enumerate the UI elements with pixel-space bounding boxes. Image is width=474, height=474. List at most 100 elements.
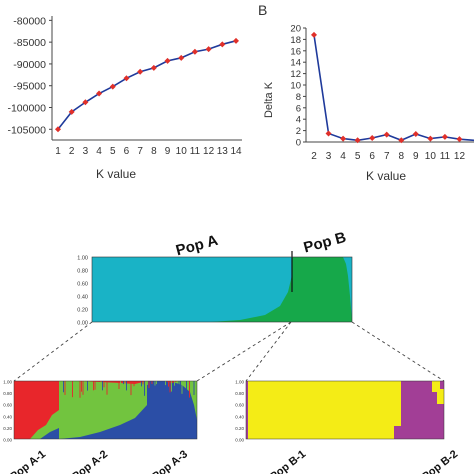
chart-a-data-point <box>191 48 198 55</box>
pop-b-teal-edge <box>343 257 352 320</box>
admixture-strip <box>84 381 85 386</box>
pop-b1-yellow-block <box>246 381 401 439</box>
main-plot-frame <box>91 256 353 323</box>
pop-a3-green-top <box>147 381 197 420</box>
sub-b-frame <box>245 380 445 440</box>
chart-b-data-point <box>369 135 376 142</box>
admixture-strip <box>130 381 132 396</box>
panel-b-label: B <box>258 2 267 18</box>
chart-b-x-tick-label: 12 <box>454 151 466 162</box>
chart-a-x-tick-label: 13 <box>217 146 229 157</box>
chart-a-data-point <box>109 83 116 90</box>
admixture-strip <box>133 381 135 387</box>
pop-a3-label: Pop A-3 <box>150 448 190 474</box>
chart-b-x-tick-label: 7 <box>384 151 390 162</box>
admixture-strip <box>156 381 157 385</box>
main-plot-tick-label: 0.80 <box>77 269 88 275</box>
main-plot-tick-label: 0.00 <box>77 321 88 327</box>
chart-a-data-point <box>219 41 226 48</box>
admixture-strip <box>159 381 160 389</box>
admixture-strip <box>61 381 63 392</box>
chart-b-x-tick-label: 10 <box>425 151 437 162</box>
chart-b-data-point <box>398 137 405 144</box>
chart-a-y-tick-label: -95000 <box>13 81 46 93</box>
chart-b-y-tick-label: 18 <box>290 35 301 46</box>
chart-b-series <box>311 31 474 144</box>
connector-mid-right <box>245 321 292 382</box>
chart-a-y-tick-label: -90000 <box>13 59 46 71</box>
chart-b-y-tick-label: 20 <box>290 24 301 35</box>
pop-b2-label: Pop B-2 <box>420 448 460 474</box>
chart-a-x-tick-label: 12 <box>203 146 215 157</box>
pop-a1-label: Pop A-1 <box>8 448 48 474</box>
chart-b-data-point <box>427 135 434 142</box>
structure-plot-pop-b: 1.00 0.80 0.60 0.40 0.20 0.00 Pop B-1 Pop B-2 <box>235 380 460 474</box>
chart-a-data-point <box>178 54 185 61</box>
admixture-strip <box>141 381 142 387</box>
admixture-strip <box>103 381 105 388</box>
main-plot-tick-label: 1.00 <box>77 256 88 262</box>
admixture-strip <box>63 381 64 393</box>
admixture-strip <box>64 381 66 395</box>
pop-a-admixture-strips <box>60 381 196 398</box>
admixture-strip <box>70 381 72 391</box>
chart-a-axes: -80000 -85000 -90000 -95000 -100000 -105000 1 2… <box>7 15 242 157</box>
chart-a-y-tick-label: -100000 <box>7 103 46 115</box>
chart-a-x-tick-label: 1 <box>55 146 61 157</box>
pop-b1-purple-sliver <box>246 381 248 439</box>
sub-a-tick-label: 0.00 <box>3 438 12 443</box>
chart-a-x-tick-label: 11 <box>190 146 201 157</box>
structure-plot-pop-a: 1.00 0.80 0.60 0.40 0.20 0.00 Pop A-1 Pop A-2… <box>3 380 198 474</box>
chart-b-y-tick-label: 10 <box>290 81 301 92</box>
chart-b-y-tick-label: 0 <box>296 138 301 149</box>
chart-a-data-point <box>123 75 130 82</box>
admixture-strip <box>93 381 94 391</box>
structure-plot-k2: 1.00 0.80 0.60 0.40 0.20 0.00 Pop A Pop B <box>77 229 353 327</box>
chart-b-x-tick-label: 8 <box>398 151 404 162</box>
chart-b-y-tick-label: 2 <box>296 126 301 137</box>
chart-a-y-tick-label: -85000 <box>13 37 46 49</box>
chart-a-data-point <box>205 46 212 53</box>
sub-a-tick-label: 0.80 <box>3 391 12 396</box>
main-plot-tick-label: 0.40 <box>77 295 88 301</box>
chart-b-y-tick-label: 4 <box>296 115 301 126</box>
pop-b-green-block <box>292 257 352 322</box>
connector-right <box>351 321 445 382</box>
admixture-strip <box>106 381 108 395</box>
chart-b-x-tick-label: 4 <box>340 151 346 162</box>
admixture-strip <box>195 381 196 397</box>
admixture-strip <box>76 381 78 392</box>
chart-a-x-tick-label: 4 <box>96 146 102 157</box>
admixture-strip <box>126 381 127 391</box>
admixture-strip <box>168 381 169 387</box>
admixture-strip <box>178 381 180 394</box>
admixture-strip <box>82 381 84 395</box>
sub-b-tick-label: 0.00 <box>235 438 244 443</box>
chart-b-x-tick-label: 3 <box>326 151 332 162</box>
admixture-strip <box>79 381 81 398</box>
chart-b-x-tick-label: 2 <box>311 151 317 162</box>
admixture-strip <box>100 381 102 391</box>
chart-b-data-point <box>412 131 419 138</box>
pop-a1-blue-tail <box>40 428 59 439</box>
admixture-strip <box>147 381 148 385</box>
sub-b-tick-label: 0.40 <box>235 414 244 419</box>
sub-a-tick-label: 0.60 <box>3 403 12 408</box>
admixture-strip <box>123 381 124 385</box>
chart-b-y-tick-label: 12 <box>290 69 301 80</box>
admixture-strip <box>189 381 190 398</box>
admixture-strip <box>174 381 175 386</box>
chart-b-data-point <box>311 31 317 38</box>
admixture-strip <box>154 381 156 386</box>
chart-b-y-tick-label: 14 <box>290 58 301 69</box>
chart-a-data-point <box>137 68 144 75</box>
chart-a-x-tick-label: 6 <box>124 146 130 157</box>
admixture-strip <box>165 381 166 386</box>
admixture-strip <box>88 381 90 390</box>
pop-a-label: Pop A <box>174 232 220 260</box>
admixture-strip <box>169 381 171 393</box>
admixture-strip <box>124 381 126 391</box>
